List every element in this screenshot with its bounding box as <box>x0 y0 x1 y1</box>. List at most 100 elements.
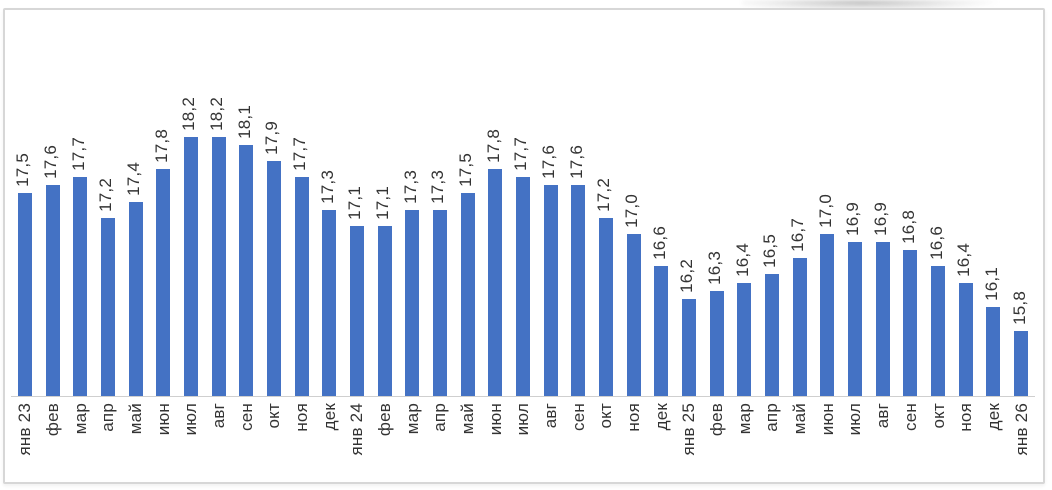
bar <box>820 234 835 396</box>
bar-value-label: 17,4 <box>124 162 144 196</box>
x-axis-tick: сен <box>897 403 925 482</box>
bar-group: 17,0 <box>620 194 648 396</box>
bar-group: 16,7 <box>786 218 814 396</box>
bar <box>239 145 254 396</box>
x-axis-tick: дек <box>980 403 1008 482</box>
bar <box>543 185 558 396</box>
bar-value-label: 18,2 <box>179 97 199 131</box>
bar-group: 17,7 <box>509 137 537 396</box>
bar <box>100 218 115 396</box>
bar-value-label: 16,4 <box>732 243 752 277</box>
x-axis-tick-label: янв 24 <box>347 403 367 456</box>
x-axis-tick: июл <box>177 403 205 482</box>
bar <box>460 193 475 396</box>
x-axis-tick-label: июн <box>153 403 173 436</box>
bar-value-label: 17,0 <box>622 194 642 228</box>
x-axis-tick: сен <box>564 403 592 482</box>
x-axis-tick-label: июл <box>845 403 865 436</box>
bar-value-label: 17,5 <box>13 153 33 187</box>
bar <box>571 185 586 396</box>
bar <box>931 266 945 396</box>
bar-group: 17,6 <box>564 145 592 396</box>
bar-value-label: 17,9 <box>262 121 282 155</box>
x-axis-tick-label: июн <box>817 403 837 436</box>
x-axis-tick: мар <box>398 403 426 482</box>
bar-group: 17,6 <box>39 145 67 396</box>
x-axis-tick: апр <box>758 403 786 482</box>
bar <box>958 283 973 396</box>
x-axis-tick-label: май <box>126 403 146 435</box>
bar <box>294 177 309 396</box>
screenshot-shadow-artifact <box>742 0 1052 10</box>
bar-value-label: 17,7 <box>290 137 310 171</box>
bar <box>322 210 337 396</box>
x-axis-tick-label: мар <box>402 403 422 435</box>
x-axis-tick-label: янв 26 <box>1011 403 1031 456</box>
x-axis-tick-label: июн <box>485 403 505 436</box>
x-axis-tick-label: сен <box>568 403 588 431</box>
bar <box>349 226 364 396</box>
bar <box>709 291 724 396</box>
bar-group: 17,7 <box>66 137 94 396</box>
x-axis-tick-label: апр <box>430 403 450 432</box>
bar-value-label: 17,8 <box>483 129 503 163</box>
bar-group: 17,3 <box>315 170 343 396</box>
x-axis-tick: окт <box>260 403 288 482</box>
bar <box>598 218 613 396</box>
x-axis-tick-label: мар <box>70 403 90 435</box>
bar-value-label: 16,8 <box>898 210 918 244</box>
bar <box>875 242 890 396</box>
x-axis-tick-label: апр <box>762 403 782 432</box>
x-axis-tick: июн <box>813 403 841 482</box>
bar-value-label: 17,5 <box>456 153 476 187</box>
bar <box>377 226 392 396</box>
bar-group: 17,7 <box>288 137 316 396</box>
bar <box>903 250 918 396</box>
bar-value-label: 17,2 <box>594 178 614 212</box>
bar-value-label: 17,3 <box>428 170 448 204</box>
x-axis-tick: май <box>122 403 150 482</box>
chart-frame: 17,5 17,6 17,7 17,2 17,4 17,8 18,2 18,2 18,1 17,9… <box>3 8 1045 484</box>
x-axis-tick: янв 26 <box>1007 403 1035 482</box>
bar-value-label: 17,7 <box>68 137 88 171</box>
x-axis-tick: июл <box>509 403 537 482</box>
bar-group: 17,8 <box>481 129 509 396</box>
x-axis-tick-label: ноя <box>624 403 644 432</box>
bar <box>764 274 779 396</box>
bar-value-label: 16,6 <box>926 226 946 260</box>
x-axis-line <box>11 396 1035 397</box>
x-axis-tick-label: окт <box>928 403 948 429</box>
x-axis-tick-label: дек <box>983 403 1003 431</box>
x-axis-tick-label: июл <box>513 403 533 436</box>
x-axis-tick-label: янв 23 <box>15 403 35 456</box>
x-axis-tick-label: сен <box>236 403 256 431</box>
bar <box>847 242 862 396</box>
x-axis-tick-label: май <box>790 403 810 435</box>
x-axis-tick-label: авг <box>541 403 561 429</box>
bar <box>73 177 88 396</box>
x-axis-tick-label: дек <box>319 403 339 431</box>
bar-group: 17,2 <box>94 178 122 396</box>
x-axis-tick: ноя <box>620 403 648 482</box>
bar-group: 16,9 <box>869 202 897 396</box>
bar <box>266 161 281 396</box>
bar-group: 17,1 <box>371 186 399 396</box>
bar-group: 16,8 <box>897 210 925 396</box>
x-axis-tick: янв 25 <box>675 403 703 482</box>
bar-group: 16,9 <box>841 202 869 396</box>
bar-group: 17,4 <box>122 162 150 396</box>
bar-value-label: 17,2 <box>96 178 116 212</box>
x-axis-tick: мар <box>66 403 94 482</box>
bar-value-label: 17,8 <box>151 129 171 163</box>
bar-value-label: 17,3 <box>400 170 420 204</box>
x-axis-tick: апр <box>426 403 454 482</box>
bar <box>681 299 696 396</box>
bar-value-label: 16,5 <box>760 234 780 268</box>
bar <box>183 137 198 396</box>
x-axis-tick: дек <box>647 403 675 482</box>
plot-area: 17,5 17,6 17,7 17,2 17,4 17,8 18,2 18,2 18,1 17,9… <box>11 66 1035 396</box>
bar <box>792 258 807 396</box>
x-axis-tick-label: окт <box>596 403 616 429</box>
bar-value-label: 16,9 <box>843 202 863 236</box>
